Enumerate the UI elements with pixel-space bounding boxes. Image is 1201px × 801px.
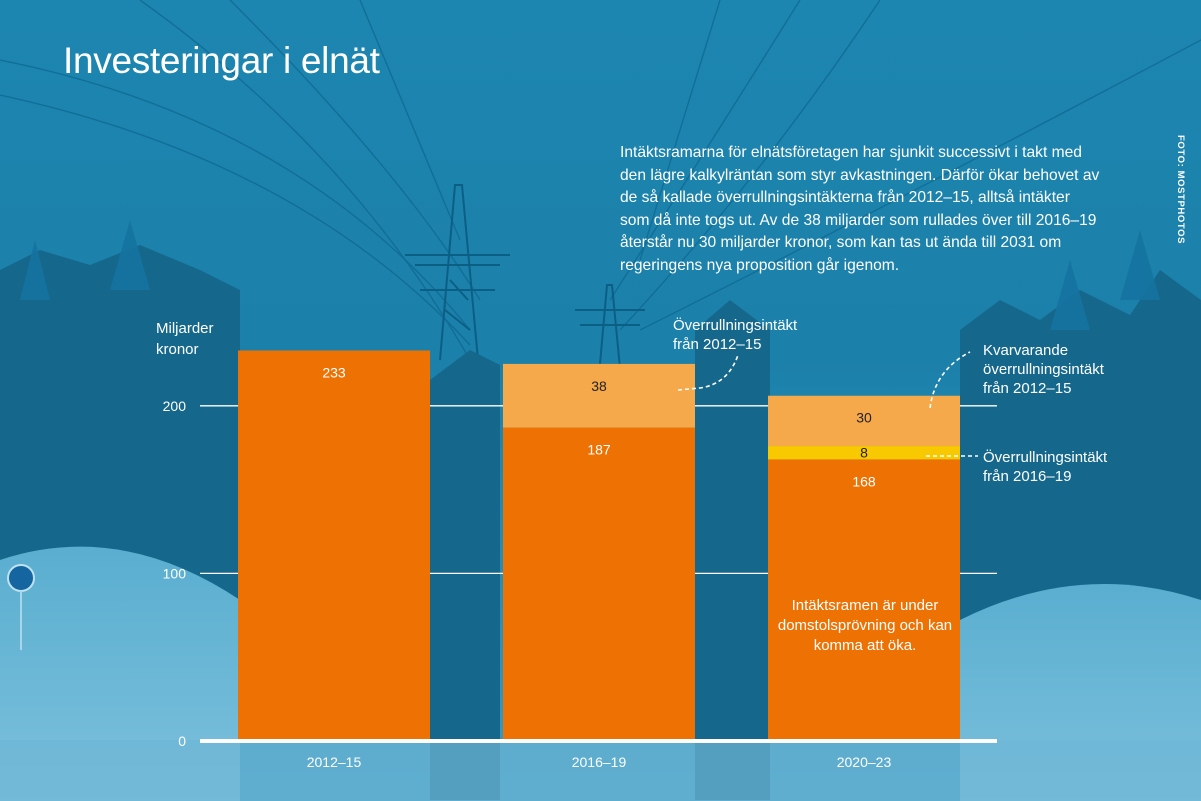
x-tick-label: 2020–23 (837, 754, 892, 770)
intro-text: Intäktsramarna för elnätsföretagen har s… (620, 144, 1100, 274)
annotation-rollover-2012: Överrullningsintäkt från 2012–15 (673, 317, 798, 353)
annotation-remaining: Kvarvarande överrullningsintäkt från 201… (983, 342, 1104, 397)
bar-segment-rollover_2016 (768, 446, 960, 460)
y-tick-label: 100 (163, 565, 187, 581)
data-label: 168 (852, 473, 876, 489)
annotation-court-note: Intäktsramen är under domstolsprövning o… (777, 597, 953, 654)
x-tick-label: 2012–15 (307, 754, 362, 770)
bar-segment-base (238, 350, 430, 741)
bar-segment-rollover_2012 (768, 395, 960, 447)
data-label: 233 (322, 364, 346, 380)
y-tick-label: 200 (163, 398, 187, 414)
data-label: 187 (587, 442, 611, 458)
bar-segment-rollover_2012 (503, 363, 695, 428)
leader-line (929, 351, 971, 409)
bar-segment-base (768, 459, 960, 741)
chart-title: Investeringar i elnät (63, 40, 380, 81)
bar-segment-base (503, 427, 695, 741)
leader-line (677, 354, 739, 391)
y-axis-label: Miljarder kronor (156, 320, 214, 358)
y-tick-label: 0 (178, 733, 186, 749)
annotation-rollover-2016: Överrullningsintäkt från 2016–19 (983, 449, 1108, 485)
x-tick-label: 2016–19 (572, 754, 627, 770)
data-label: 30 (856, 410, 872, 426)
data-label: 8 (860, 445, 868, 461)
data-label: 38 (591, 378, 607, 394)
